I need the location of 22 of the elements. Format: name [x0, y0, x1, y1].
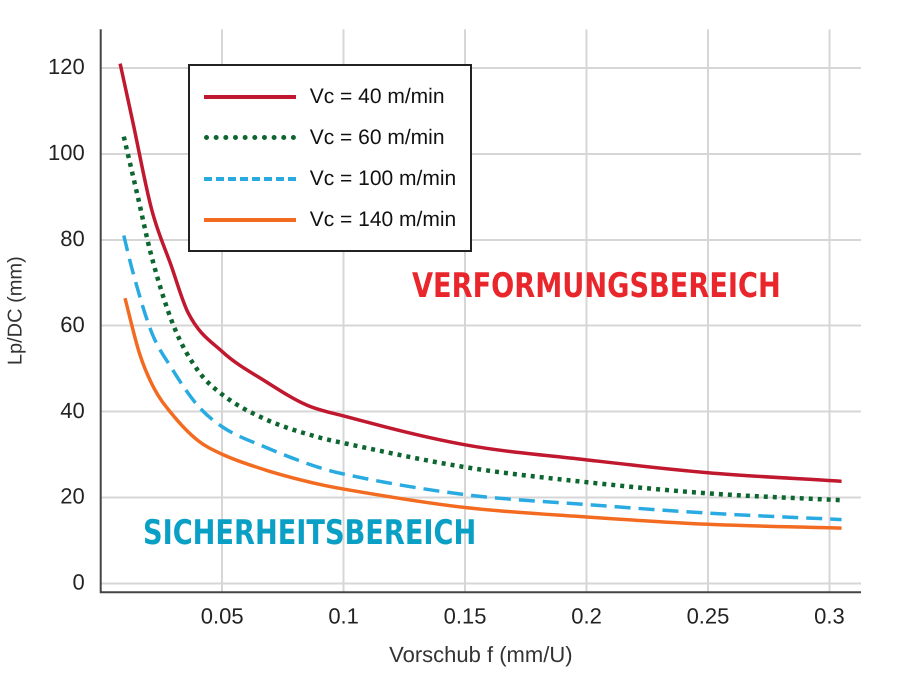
x-tick-label: 0.3 [814, 603, 845, 628]
x-tick-label: 0.2 [571, 603, 602, 628]
y-tick-label: 0 [72, 570, 85, 595]
x-tick-label: 0.25 [686, 603, 730, 628]
y-tick-label: 80 [60, 226, 85, 251]
y-tick-label: 60 [60, 312, 85, 337]
y-tick-label: 20 [60, 484, 85, 509]
line-series [118, 62, 844, 484]
y-axis-title: Lp/DC (mm) [4, 256, 27, 366]
y-tick-label: 120 [48, 54, 85, 79]
legend-label: Vc = 60 m/min [310, 126, 445, 150]
legend-label: Vc = 100 m/min [310, 166, 456, 191]
y-tick-label: 40 [60, 398, 85, 423]
x-tick-label: 0.1 [328, 603, 359, 628]
annotation: SICHERHEITSBEREICH [142, 513, 476, 554]
legend-label: Vc = 40 m/min [310, 84, 445, 109]
annotation: VERFORMUNGSBEREICH [412, 266, 782, 306]
x-tick-label: 0.15 [444, 603, 486, 628]
y-tick-label: 100 [48, 140, 85, 165]
legend-label: Vc = 140 m/min [310, 208, 456, 232]
x-tick-label: 0.05 [200, 603, 244, 628]
x-axis-title: Vorschub f (mm/U) [389, 642, 573, 667]
